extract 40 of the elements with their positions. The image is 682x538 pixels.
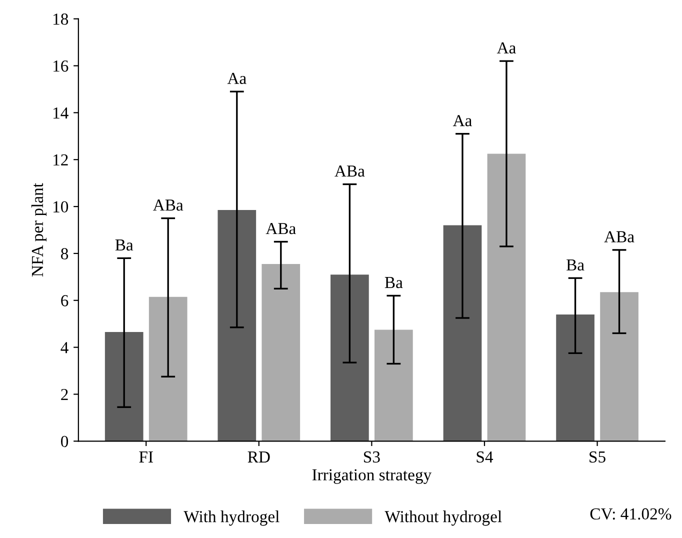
- bar: [148, 296, 188, 442]
- y-tick-label: 16: [54, 60, 68, 72]
- y-tick-label: 18: [54, 14, 68, 25]
- annotation: Ba: [115, 240, 134, 251]
- annotation: Ba: [384, 277, 403, 288]
- x-tick-label: RD: [248, 452, 270, 462]
- annotation: Ba: [566, 259, 584, 271]
- annotation: ABa: [152, 200, 184, 211]
- x-tick-label: S4: [476, 451, 494, 463]
- bar: [443, 225, 482, 442]
- bar: [104, 332, 144, 442]
- legend-label: With hydrogel: [184, 510, 280, 526]
- x-tick-label: S3: [364, 451, 380, 463]
- annotation: ABa: [604, 231, 634, 242]
- y-tick-label: 8: [61, 248, 68, 260]
- x-axis-title: Irrigation strategy: [312, 469, 432, 484]
- y-axis-title: NFA per plant: [31, 183, 46, 277]
- bar: [218, 210, 256, 442]
- bar: [374, 330, 413, 442]
- annotation: Aa: [227, 72, 246, 84]
- legend-label: Without hydrogel: [384, 510, 502, 526]
- bar: [487, 154, 526, 442]
- bar: [330, 274, 369, 442]
- annotation: ABa: [266, 223, 296, 234]
- y-tick-label: 4: [60, 342, 68, 354]
- y-tick-label: 12: [54, 154, 68, 166]
- y-tick-label: 10: [54, 201, 68, 212]
- y-tick-label: 2: [61, 388, 68, 400]
- y-tick-label: 14: [54, 107, 68, 118]
- annotation: Aa: [496, 42, 516, 54]
- x-tick-label: S5: [590, 451, 606, 463]
- x-tick-label: FI: [139, 452, 153, 462]
- y-tick-label: 6: [61, 295, 68, 306]
- annotation: Aa: [452, 115, 472, 126]
- bar: [600, 292, 638, 442]
- y-tick-label: 0: [61, 436, 68, 448]
- text: CV: 41.02%: [590, 508, 672, 520]
- bar: [556, 314, 594, 442]
- annotation: ABa: [334, 166, 365, 177]
- bar: [262, 264, 300, 442]
